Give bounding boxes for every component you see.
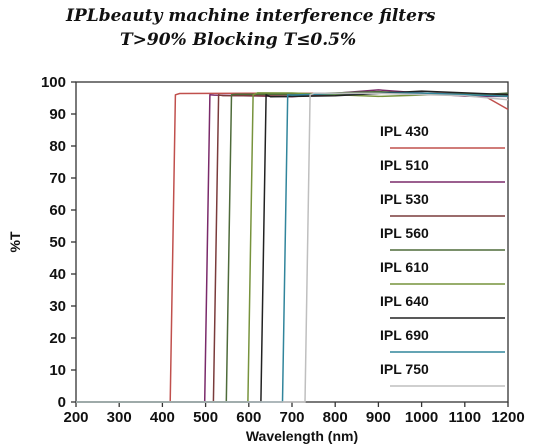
chart-title: IPLbeauty machine interference filters: [66, 6, 436, 26]
y-tick-label: 80: [49, 138, 66, 155]
y-tick-label: 40: [49, 266, 66, 283]
x-tick-label: 400: [150, 409, 175, 426]
x-tick-label: 300: [107, 409, 132, 426]
series-line: [76, 90, 509, 403]
legend-label: IPL 750: [380, 361, 429, 377]
x-axis-label: Wavelength (nm): [246, 428, 358, 444]
legend-label: IPL 530: [380, 191, 429, 207]
legend-label: IPL 510: [380, 157, 429, 173]
y-tick-label: 90: [49, 106, 66, 123]
series-line: [76, 90, 509, 403]
legend-label: IPL 430: [380, 123, 429, 139]
x-tick-label: 700: [279, 409, 304, 426]
legend-label: IPL 640: [380, 293, 429, 309]
x-tick-label: 500: [193, 409, 218, 426]
series-line: [76, 92, 509, 403]
y-tick-label: 30: [49, 298, 66, 315]
y-tick-label: 100: [41, 74, 66, 91]
y-tick-label: 50: [49, 234, 66, 251]
series-line: [76, 92, 509, 403]
legend-label: IPL 690: [380, 327, 429, 343]
x-tick-label: 1000: [405, 409, 438, 426]
y-axis-label: %T: [7, 231, 23, 252]
x-tick-label: 200: [63, 409, 88, 426]
legend-label: IPL 610: [380, 259, 429, 275]
series-line: [76, 92, 509, 403]
chart-subtitle: T>90% Blocking T≤0.5%: [120, 30, 357, 50]
plot-frame: [75, 81, 509, 403]
x-tick-label: 600: [236, 409, 261, 426]
y-tick-label: 10: [49, 362, 66, 379]
y-tick-label: 0: [58, 394, 66, 411]
legend-label: IPL 560: [380, 225, 429, 241]
series-line: [76, 92, 509, 403]
y-tick-label: 20: [49, 330, 66, 347]
x-tick-label: 900: [366, 409, 391, 426]
series-line: [76, 89, 509, 403]
y-tick-label: 70: [49, 170, 66, 187]
x-tick-label: 1200: [491, 409, 524, 426]
series-line: [76, 92, 509, 403]
x-tick-label: 1100: [449, 409, 482, 426]
y-tick-label: 60: [49, 202, 66, 219]
x-tick-label: 800: [323, 409, 348, 426]
